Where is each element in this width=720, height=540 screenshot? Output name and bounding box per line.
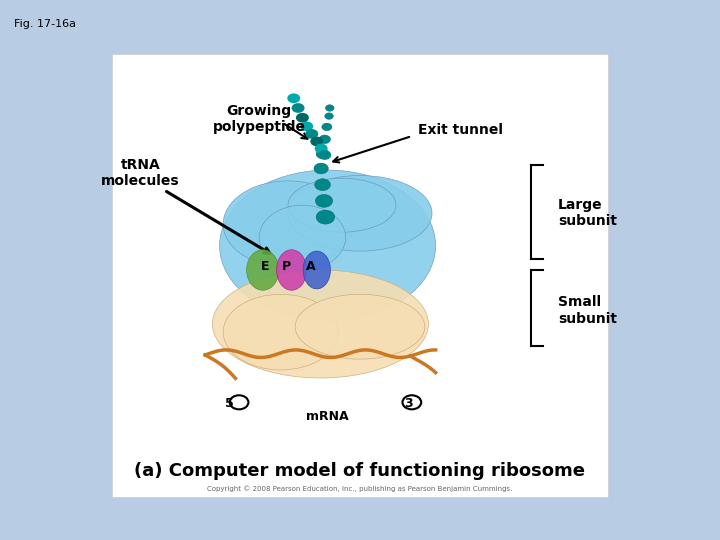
Ellipse shape	[259, 205, 346, 270]
Ellipse shape	[295, 294, 425, 359]
Circle shape	[315, 194, 333, 207]
Text: (a) Computer model of functioning ribosome: (a) Computer model of functioning riboso…	[135, 462, 585, 480]
Text: mRNA: mRNA	[306, 410, 349, 423]
Circle shape	[310, 137, 323, 146]
Text: P: P	[282, 260, 291, 273]
Text: tRNA
molecules: tRNA molecules	[101, 158, 180, 188]
Text: 3: 3	[405, 397, 413, 410]
Text: Fig. 17-16a: Fig. 17-16a	[14, 19, 76, 29]
Ellipse shape	[212, 270, 428, 378]
Ellipse shape	[223, 181, 353, 267]
FancyBboxPatch shape	[112, 54, 608, 497]
Circle shape	[305, 129, 318, 139]
Circle shape	[322, 123, 332, 131]
Circle shape	[292, 103, 305, 113]
Text: Small
subunit: Small subunit	[558, 295, 617, 326]
Circle shape	[318, 150, 331, 160]
Circle shape	[287, 93, 300, 103]
Text: Large
subunit: Large subunit	[558, 198, 617, 228]
Circle shape	[300, 122, 313, 131]
Circle shape	[315, 179, 330, 191]
Ellipse shape	[276, 249, 307, 291]
Ellipse shape	[288, 176, 432, 251]
Circle shape	[319, 135, 330, 144]
Text: 5: 5	[225, 397, 233, 410]
Circle shape	[315, 144, 328, 153]
Text: E: E	[261, 260, 269, 273]
Circle shape	[325, 105, 334, 111]
Text: Growing
polypeptide: Growing polypeptide	[212, 104, 306, 134]
Ellipse shape	[246, 249, 279, 291]
Circle shape	[316, 210, 335, 224]
Circle shape	[314, 163, 328, 174]
Circle shape	[296, 113, 309, 123]
Ellipse shape	[288, 178, 396, 232]
Text: Exit tunnel: Exit tunnel	[418, 123, 503, 137]
Text: Copyright © 2008 Pearson Education, Inc., publishing as Pearson Benjamin Cumming: Copyright © 2008 Pearson Education, Inc.…	[207, 485, 513, 492]
Circle shape	[325, 113, 333, 119]
Ellipse shape	[220, 170, 436, 321]
Text: A: A	[306, 260, 316, 273]
Ellipse shape	[223, 294, 338, 370]
Ellipse shape	[303, 251, 330, 289]
Circle shape	[316, 149, 329, 159]
